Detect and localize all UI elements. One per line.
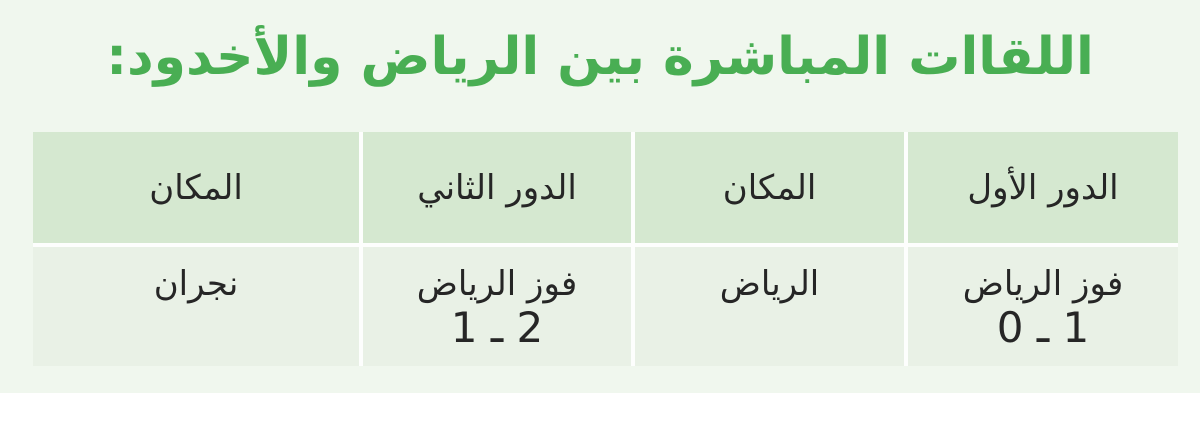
venue-cell-first-round: الرياض xyxy=(635,247,904,366)
head-to-head-table: الدور الأول المكان الدور الثاني المكان ف… xyxy=(33,132,1178,366)
header-cell-second-round: الدور الثاني xyxy=(363,132,631,243)
header-cell-first-round: الدور الأول xyxy=(908,132,1178,243)
bottom-white-strip xyxy=(0,393,1200,409)
match-result-first-round: فوز الرياض xyxy=(962,264,1124,304)
page-background: اللقاات المباشرة بين الرياض والأخدود: ال… xyxy=(0,0,1200,409)
venue-first-round: الرياض xyxy=(719,264,820,304)
match-score-first-round: 1 ـ 0 xyxy=(996,302,1090,352)
result-cell-first-round: فوز الرياض 1 ـ 0 xyxy=(908,247,1178,366)
header-cell-first-round-venue: المكان xyxy=(635,132,904,243)
header-cell-second-round-venue: المكان xyxy=(33,132,359,243)
match-score-second-round: 2 ـ 1 xyxy=(450,302,544,352)
page-title: اللقاات المباشرة بين الرياض والأخدود: xyxy=(106,27,1094,87)
venue-second-round: نجران xyxy=(153,264,239,304)
match-result-second-round: فوز الرياض xyxy=(416,264,578,304)
result-cell-second-round: فوز الرياض 2 ـ 1 xyxy=(363,247,631,366)
venue-cell-second-round: نجران xyxy=(33,247,359,366)
